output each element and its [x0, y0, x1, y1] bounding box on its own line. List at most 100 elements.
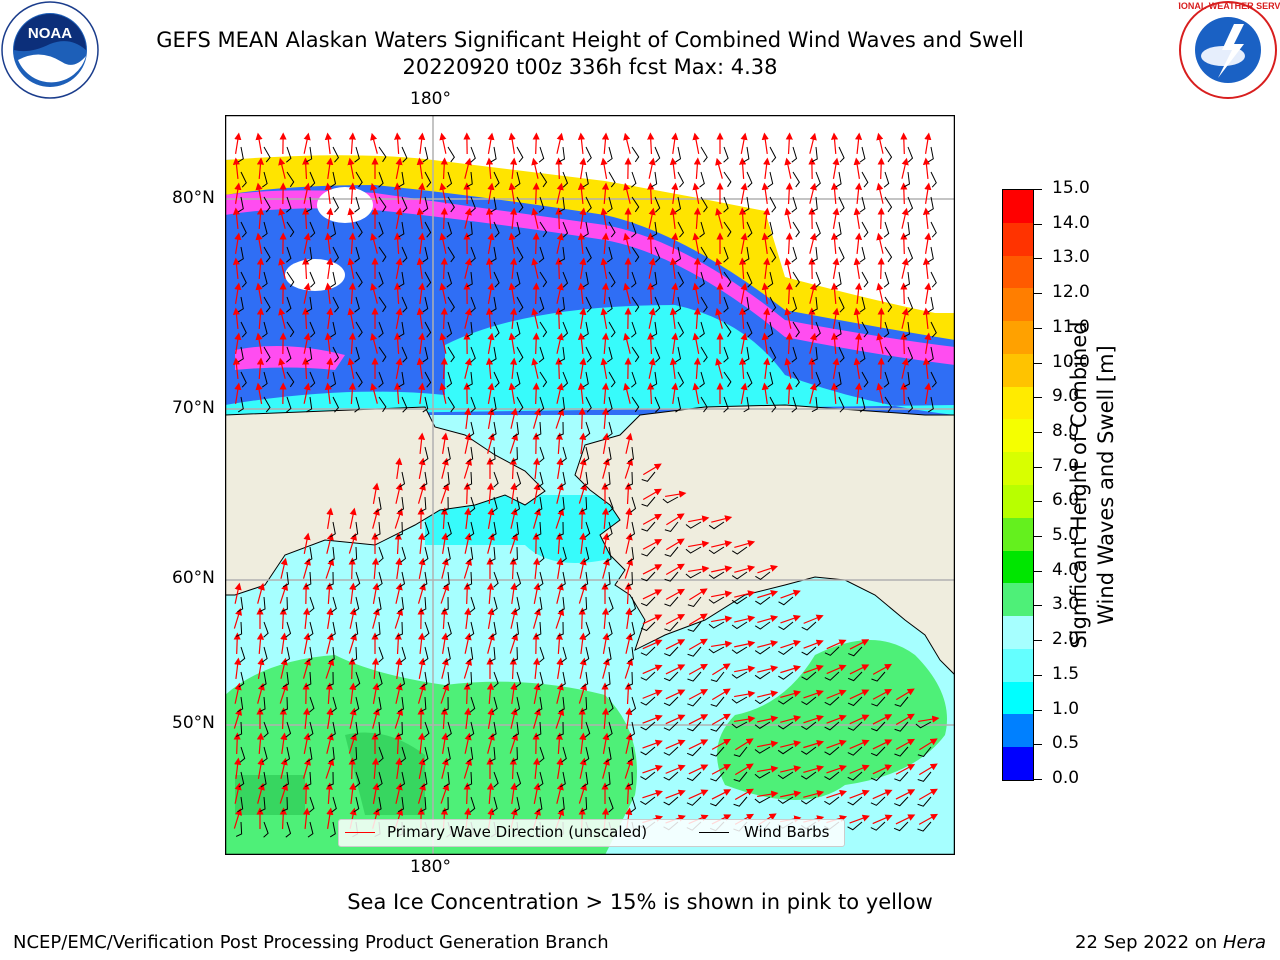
wind-barb: [769, 396, 777, 413]
wind-barb: [375, 796, 382, 813]
wave-arrow: [234, 382, 242, 404]
wind-barb: [350, 746, 358, 762]
wind-barb: [686, 796, 702, 806]
wave-arrow: [784, 257, 792, 279]
wind-barb: [585, 196, 592, 213]
wind-barb: [700, 196, 708, 213]
wave-arrow: [464, 432, 472, 454]
wave-arrow: [485, 157, 494, 180]
wind-barb: [582, 171, 589, 188]
wind-barb: [400, 646, 407, 663]
wave-arrow: [692, 232, 700, 254]
wind-barb: [870, 821, 886, 831]
wind-barb: [263, 296, 271, 313]
wind-barb: [493, 571, 499, 588]
wave-arrow: [394, 232, 402, 255]
wind-barb: [631, 271, 637, 288]
wave-arrow: [440, 683, 450, 704]
wind-barb: [489, 646, 496, 663]
wind-barb: [466, 371, 473, 388]
wave-arrow: [780, 790, 802, 798]
wind-barb: [286, 196, 292, 213]
wave-arrow: [854, 232, 863, 255]
wind-barb: [420, 596, 427, 612]
colorbar-tick-label: 1.5: [1052, 663, 1080, 684]
wind-barb: [859, 196, 866, 213]
wave-arrow: [577, 232, 586, 255]
wave-arrow: [303, 282, 311, 304]
wave-arrow: [688, 663, 709, 675]
wave-arrow: [372, 782, 380, 804]
wave-arrow: [601, 607, 610, 630]
wave-arrow: [642, 488, 662, 501]
wind-barb: [424, 271, 432, 288]
wave-arrow: [555, 157, 563, 180]
colorbar-tick-label: 6.0: [1052, 490, 1080, 511]
wave-arrow: [642, 513, 663, 525]
wind-barb: [815, 271, 821, 288]
wind-barb: [286, 246, 292, 263]
wave-arrow: [763, 307, 771, 330]
wind-barb: [777, 746, 794, 755]
wind-barb: [605, 546, 612, 563]
wind-barb: [641, 571, 656, 582]
wave-arrow: [625, 532, 633, 554]
wave-arrow: [303, 182, 311, 204]
wind-barb: [630, 796, 637, 813]
wave-arrow: [509, 307, 518, 330]
wind-barb: [708, 596, 725, 604]
wave-arrow: [711, 764, 732, 775]
colorbar-tick-mark: [1034, 431, 1042, 433]
wind-barb: [446, 721, 452, 738]
wave-arrow: [692, 332, 700, 354]
wind-barb: [286, 396, 292, 413]
wind-barb: [606, 196, 613, 213]
wind-barb: [378, 296, 387, 313]
wave-arrow: [647, 232, 655, 255]
wind-barb: [778, 621, 794, 631]
wind-barb: [355, 371, 363, 388]
wave-arrow: [579, 732, 587, 755]
wave-arrow: [849, 739, 870, 750]
wave-arrow: [325, 582, 333, 605]
wind-barb: [332, 246, 340, 263]
wind-barb: [378, 546, 384, 563]
wave-arrow: [832, 307, 840, 329]
wind-barb: [723, 396, 729, 413]
wind-barb: [354, 771, 361, 788]
wave-arrow: [348, 632, 358, 654]
wave-arrow: [763, 257, 771, 280]
wind-barb: [743, 196, 750, 213]
wind-barb: [354, 671, 361, 688]
wind-barb: [511, 746, 518, 762]
wind-barb: [307, 621, 314, 638]
wind-barb: [282, 771, 290, 788]
wind-barb: [467, 746, 474, 763]
wave-arrow: [665, 764, 686, 774]
wind-barb: [558, 246, 565, 263]
wind-barb: [664, 621, 679, 632]
wind-barb: [535, 521, 542, 537]
wave-arrow: [485, 357, 494, 380]
wave-arrow: [711, 515, 733, 523]
wave-arrow: [486, 582, 495, 605]
wind-barb: [884, 396, 893, 413]
wind-barb: [731, 571, 748, 580]
wind-barb: [263, 721, 269, 738]
wind-barb: [640, 721, 656, 731]
wind-barb: [260, 771, 267, 788]
wave-arrow: [533, 582, 541, 604]
wave-arrow: [487, 132, 495, 154]
colorbar-segment: [1003, 452, 1033, 486]
wind-barb: [309, 596, 315, 613]
wave-arrow: [532, 407, 541, 429]
wave-arrow: [394, 508, 404, 529]
wave-arrow: [854, 182, 863, 205]
wind-barb: [583, 646, 590, 663]
wind-barb: [355, 321, 363, 338]
wave-arrow: [302, 707, 311, 730]
wave-arrow: [601, 182, 610, 205]
wind-barb: [883, 371, 890, 388]
wind-barb: [378, 271, 384, 288]
wind-barb: [355, 221, 363, 238]
